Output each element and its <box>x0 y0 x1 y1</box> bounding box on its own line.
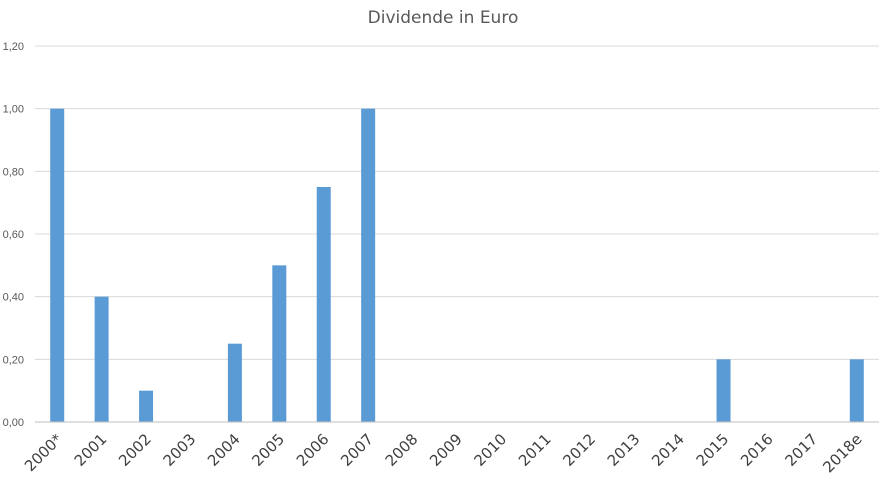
bar-2004 <box>227 343 242 422</box>
x-axis-ticks: 2000* 2001 2002 2003 2004 2005 2006 2007 2008 200… <box>21 430 866 477</box>
bar-2000* <box>50 108 65 423</box>
x-tick-label: 2011 <box>515 430 555 470</box>
bar-2002 <box>139 390 154 422</box>
chart-title: Dividende in Euro <box>368 8 519 28</box>
gridlines <box>35 45 879 360</box>
x-tick-label: 2005 <box>248 430 288 470</box>
x-tick-label: 2018e <box>819 430 865 476</box>
x-tick-label: 2017 <box>781 430 821 470</box>
x-tick-label: 2008 <box>382 430 422 470</box>
bar-2018e <box>849 359 864 422</box>
x-tick-label: 2003 <box>160 430 200 470</box>
y-tick-label: 0,80 <box>3 166 24 178</box>
bar-2015 <box>716 359 731 422</box>
x-tick-label: 2016 <box>737 430 777 470</box>
bar-2006 <box>316 187 331 422</box>
y-tick-label: 0,60 <box>3 229 24 241</box>
x-tick-label: 2009 <box>426 430 466 470</box>
x-tick-label: 2002 <box>115 430 155 470</box>
x-tick-label: 2001 <box>71 430 111 470</box>
y-axis-ticks: 0,00 0,20 0,40 0,60 0,80 1,00 1,20 <box>3 41 24 429</box>
y-tick-label: 0,40 <box>3 292 24 304</box>
y-tick-label: 1,00 <box>3 104 24 116</box>
x-tick-label: 2006 <box>293 430 333 470</box>
y-tick-label: 0,00 <box>3 417 24 429</box>
bar-2007 <box>361 108 376 423</box>
x-tick-label: 2010 <box>471 430 511 470</box>
y-tick-label: 0,20 <box>3 354 24 366</box>
x-tick-label: 2012 <box>559 430 599 470</box>
bar-2005 <box>272 265 287 422</box>
bars <box>50 108 864 423</box>
y-tick-label: 1,20 <box>3 41 24 53</box>
x-tick-label: 2013 <box>604 430 644 470</box>
x-tick-label: 2014 <box>648 430 688 470</box>
x-tick-label: 2007 <box>337 430 377 470</box>
bar-2001 <box>94 296 109 422</box>
x-tick-label: 2004 <box>204 430 244 470</box>
x-tick-label: 2000* <box>21 430 66 475</box>
x-tick-label: 2015 <box>693 430 733 470</box>
